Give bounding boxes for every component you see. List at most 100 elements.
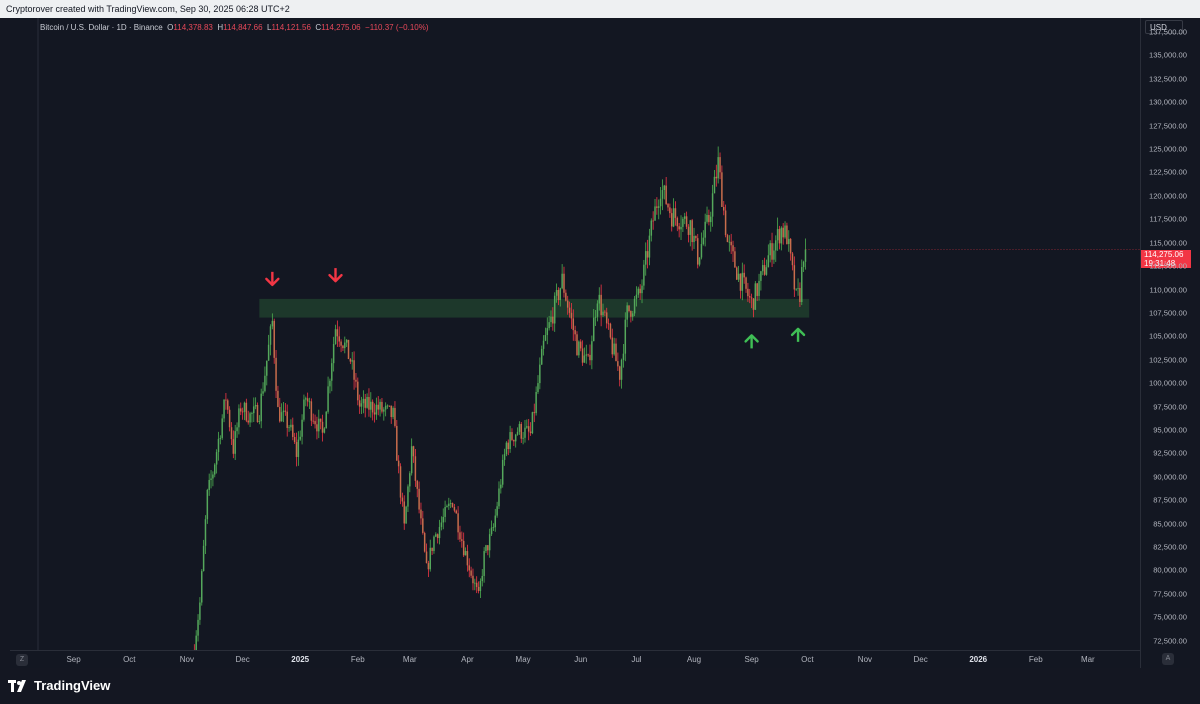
candle-body [455,510,458,514]
candle-body [665,185,667,204]
currency-button[interactable]: USD [1145,20,1183,34]
candle-body [663,185,666,191]
candle-body [249,413,251,423]
candle-body [737,273,740,280]
candle-body [487,545,489,551]
timezone-button[interactable]: Z [16,654,28,666]
candle-body [197,619,199,636]
candle-body [271,320,274,327]
price-tick-label: 107,500.00 [1148,308,1187,318]
candle-body [396,425,398,461]
candle-body [602,311,604,316]
price-tick-label: 105,000.00 [1148,331,1187,341]
candle-body [457,513,459,533]
time-tick-label: Mar [1080,655,1095,664]
candle-body [648,235,651,258]
candle-body [780,227,783,244]
candle-body [470,570,472,576]
time-tick-label: Sep [66,655,81,664]
candle-body [340,341,342,346]
candle-body [511,432,513,440]
candle-body [228,409,231,428]
candle-body [728,241,731,243]
candle-body [503,454,506,460]
candle-body [505,442,508,455]
candle-body [669,207,671,214]
candle-body [373,412,376,415]
auto-scale-button[interactable]: A [1162,653,1174,665]
price-tick-label: 110,000.00 [1149,285,1187,295]
candle-body [683,216,686,219]
candle-body [537,383,539,392]
time-tick-label: Dec [913,655,928,664]
candle-body [312,420,314,422]
candle-body [604,311,606,313]
price-tick-label: 125,000.00 [1148,144,1187,154]
candle-body [214,464,216,475]
candle-body [622,353,625,360]
candle-body [384,405,387,410]
candle-body [410,446,413,474]
candle-body [570,312,573,319]
candle-body [293,436,296,443]
time-axis[interactable]: Z Sep Oct Nov Dec 2025 Feb Mar Apr May Jun Jul Aug S… [10,650,1140,669]
candle-body [236,427,238,432]
candle-body [548,322,550,329]
candle-body [754,283,757,310]
candle-body [227,400,229,410]
candle-body [617,361,619,367]
candle-body [672,208,675,227]
open-value: 114,378.83 [173,23,213,32]
candle-body [366,397,368,408]
candle-body [704,221,706,238]
candle-body [722,206,725,211]
candle-body [591,341,593,361]
time-tick-label: 2026 [969,655,988,664]
candle-body [685,216,688,227]
candle-body [644,251,647,265]
candle-body [765,267,768,275]
candle-body [420,509,422,519]
candle-body [351,360,353,362]
candle-body [550,316,552,323]
candlestick-chart[interactable] [10,18,1140,650]
candle-body [308,401,311,403]
candle-body [594,316,597,318]
candle-body [581,348,584,363]
candle-body [702,237,705,245]
candle-body [256,404,259,422]
candle-body [711,193,714,217]
price-tick-label: 75,000.00 [1153,612,1187,622]
candle-body [674,208,677,218]
candle-body [615,343,617,362]
price-axis[interactable]: USD 114,275.06 19:31:48 137,500.00 135,00… [1140,18,1191,668]
arrow-down-head [265,277,280,287]
candle-body [516,431,519,435]
candle-body [251,413,253,414]
candle-body [498,488,500,507]
candle-body [275,357,277,391]
candle-body [566,300,569,308]
candle-body [607,323,610,325]
candle-body [483,551,485,576]
candle-body [215,452,218,465]
candle-body [279,406,281,422]
price-plot[interactable]: Bitcoin / U.S. Dollar · 1D · Binance O11… [10,18,1140,650]
candle-body [461,539,463,541]
candle-body [377,404,379,410]
candle-body [572,318,575,331]
candle-body [509,432,511,450]
candle-body [286,411,288,428]
candle-body [713,176,716,194]
candle-body [390,405,392,418]
candle-body [739,273,742,291]
candle-body [565,292,567,301]
candle-body [639,288,641,294]
candle-body [323,428,326,433]
candle-body [435,534,437,537]
candle-body [494,515,497,528]
tradingview-logo[interactable]: TradingView [8,678,110,693]
chart-area[interactable]: Bitcoin / U.S. Dollar · 1D · Binance O11… [10,18,1191,669]
candle-body [695,236,697,239]
candle-body [344,342,346,349]
